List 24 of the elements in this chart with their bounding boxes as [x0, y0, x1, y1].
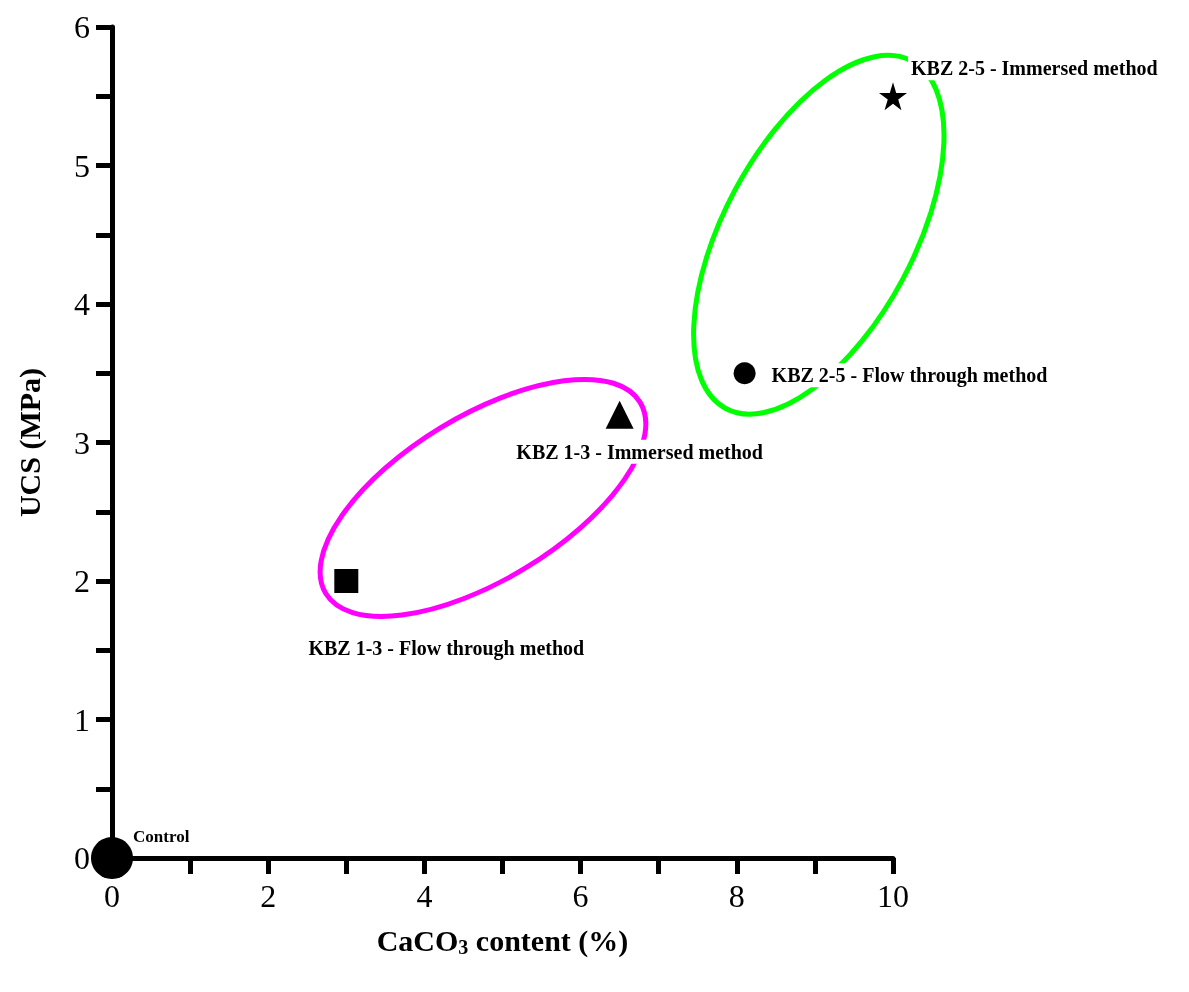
y-axis-title: UCS (MPa) — [12, 367, 47, 518]
series-label: Control — [133, 826, 190, 846]
point — [91, 837, 133, 879]
text: KBZ 1-3 - Flow through method — [308, 637, 585, 660]
x-tick-label: 2 — [260, 878, 277, 914]
series-label: KBZ 2-5 - Flow through method — [771, 364, 1048, 388]
y-tick-label: 4 — [74, 286, 90, 322]
x-tick-label: 4 — [416, 878, 433, 914]
y-tick-label: 5 — [74, 147, 90, 184]
x-tick-label: 0 — [104, 878, 120, 914]
x-tick-label: 10 — [877, 878, 909, 914]
point — [733, 362, 756, 385]
y-tick-label: 3 — [74, 424, 90, 461]
series-label: KBZ 2-5 - Immersed method — [911, 57, 1158, 80]
point — [879, 82, 907, 111]
y-tick-label: 2 — [74, 563, 90, 599]
y-tick-label: 6 — [74, 9, 90, 45]
x-tick-label: 6 — [572, 878, 589, 914]
point — [605, 400, 634, 429]
y-tick-label: 1 — [74, 701, 90, 738]
point — [334, 569, 359, 593]
series-label: KBZ 1-3 - Immersed method — [516, 440, 763, 463]
x-tick-label: 8 — [728, 878, 745, 914]
y-tick-label: 0 — [74, 840, 90, 876]
